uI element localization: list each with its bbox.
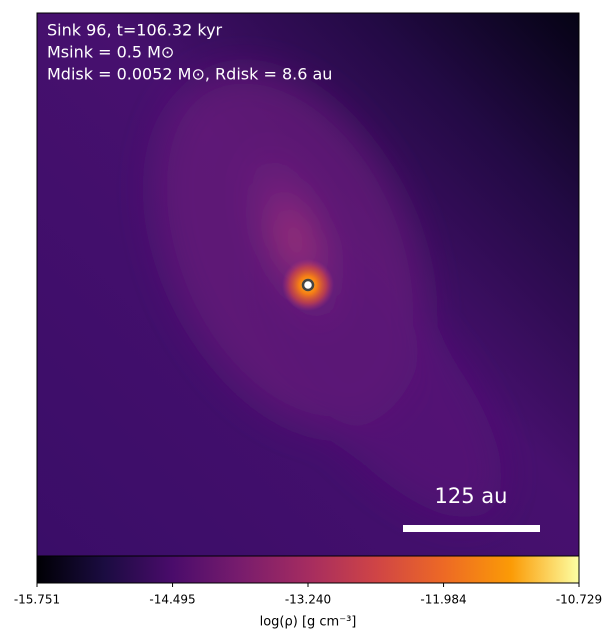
density-map	[37, 13, 579, 556]
colorbar-tick-label: -11.984	[420, 593, 466, 607]
colorbar-tick-label: -15.751	[14, 593, 60, 607]
colorbar-tick-label: -10.729	[556, 593, 602, 607]
colorbar-tick-label: -13.240	[285, 593, 331, 607]
colorbar-tick-label: -14.495	[149, 593, 195, 607]
annotation: Mdisk = 0.0052 M⊙, Rdisk = 8.6 au	[47, 65, 332, 84]
colorbar-label: log(ρ) [g cm⁻³]	[260, 615, 357, 630]
scale-bar-label: 125 au	[435, 484, 508, 508]
annotation: Msink = 0.5 M⊙	[47, 43, 174, 62]
scale-bar	[403, 525, 540, 532]
annotation: Sink 96, t=106.32 kyr	[47, 21, 223, 40]
colorbar	[36, 555, 580, 584]
sink-marker	[301, 278, 315, 292]
